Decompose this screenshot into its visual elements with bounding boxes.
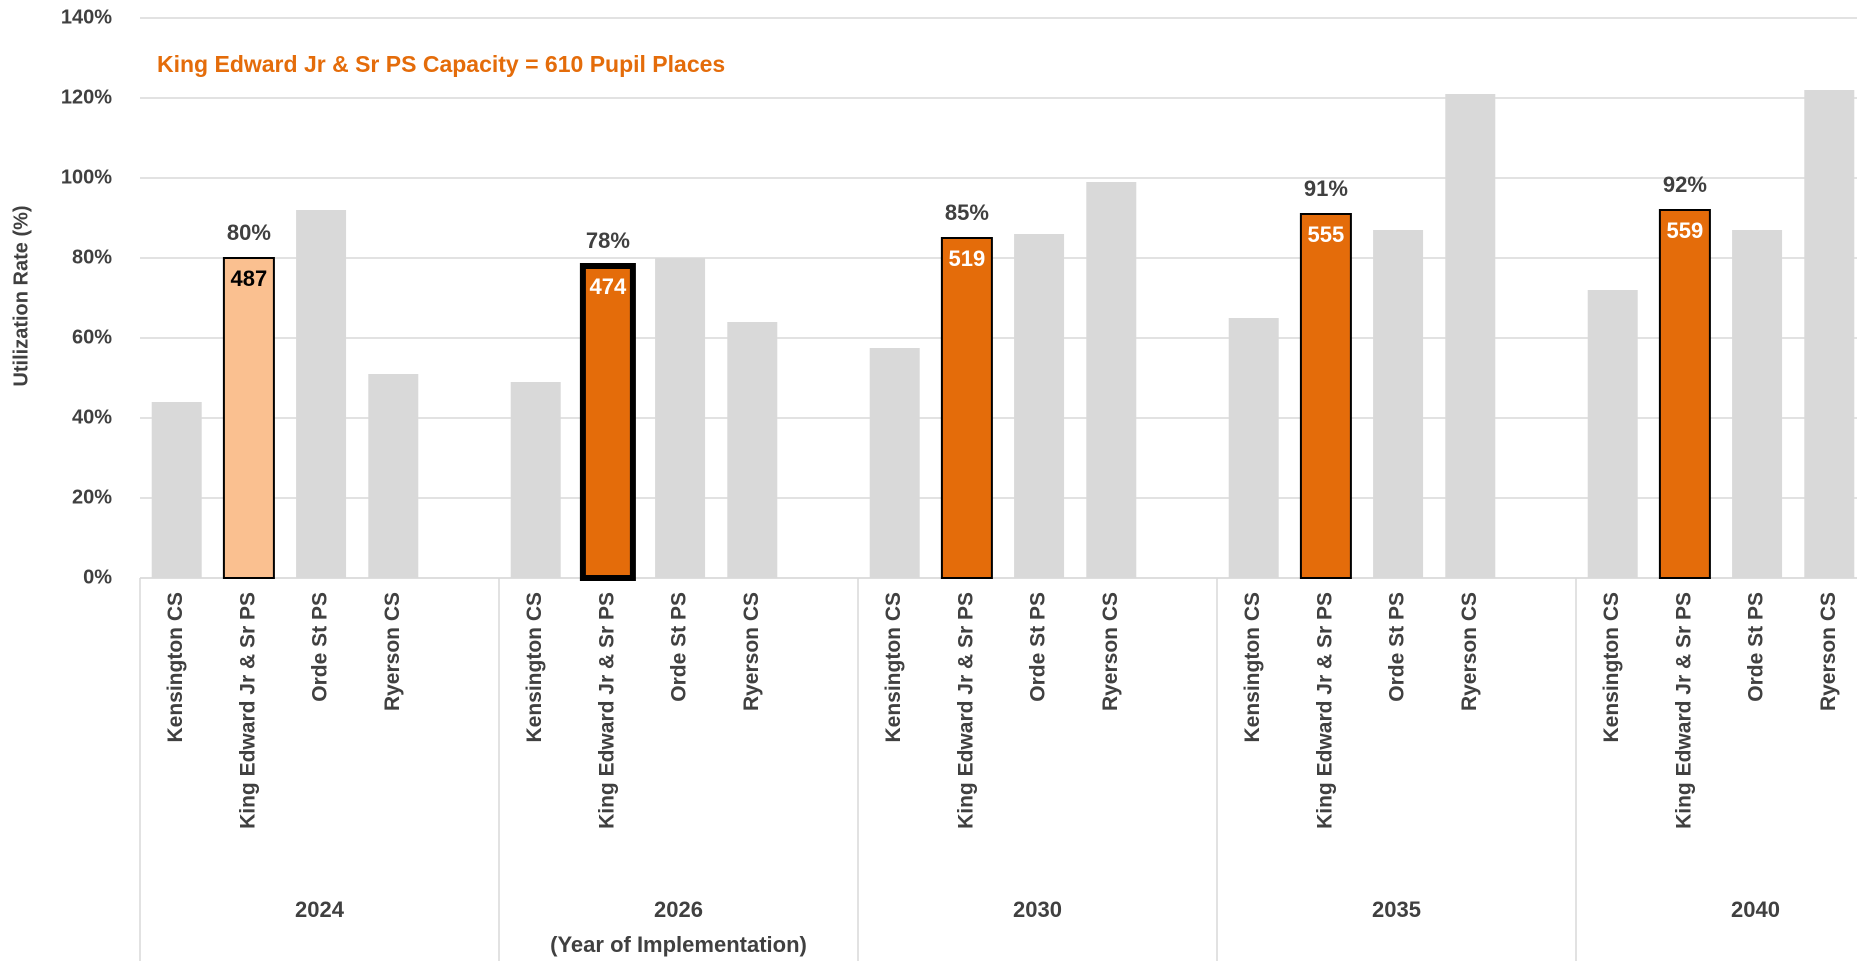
bar bbox=[579, 263, 636, 581]
y-tick-label: 20% bbox=[72, 486, 112, 508]
enrollment-label: 519 bbox=[949, 246, 986, 271]
group-label: 2040 bbox=[1731, 897, 1780, 922]
y-tick-label: 40% bbox=[72, 406, 112, 428]
enrollment-label: 487 bbox=[231, 266, 268, 291]
y-tick-label: 0% bbox=[83, 566, 112, 588]
group-label: 2024 bbox=[295, 897, 345, 922]
x-tick-label: King Edward Jr & Sr PS bbox=[1313, 592, 1336, 829]
y-tick-label: 120% bbox=[61, 86, 112, 108]
bar bbox=[296, 210, 347, 578]
x-tick-label: King Edward Jr & Sr PS bbox=[595, 592, 618, 829]
group-label: 2026 bbox=[654, 897, 703, 922]
x-tick-label: King Edward Jr & Sr PS bbox=[1672, 592, 1695, 829]
x-tick-label: King Edward Jr & Sr PS bbox=[954, 592, 977, 829]
x-tick-label: Ryerson CS bbox=[1458, 592, 1481, 711]
x-tick-label: Ryerson CS bbox=[740, 592, 763, 711]
enrollment-label: 555 bbox=[1308, 222, 1345, 247]
bar bbox=[1299, 213, 1352, 579]
bar bbox=[1086, 182, 1137, 578]
bar bbox=[1732, 230, 1783, 578]
enrollment-label: 474 bbox=[590, 274, 627, 299]
x-tick-label: Orde St PS bbox=[309, 592, 332, 702]
bar bbox=[655, 258, 706, 578]
x-tick-label: Orde St PS bbox=[1027, 592, 1050, 702]
y-axis-title: Utilization Rate (%) bbox=[10, 205, 32, 386]
annotation: King Edward Jr & Sr PS Capacity = 610 Pu… bbox=[157, 51, 725, 77]
bar bbox=[510, 382, 561, 578]
y-tick-label: 60% bbox=[72, 326, 112, 348]
bar bbox=[222, 257, 275, 579]
group-label: 2035 bbox=[1372, 897, 1421, 922]
bar bbox=[151, 402, 202, 578]
bar bbox=[1804, 90, 1855, 578]
x-tick-label: Kensington CS bbox=[164, 592, 187, 743]
x-tick-label: Orde St PS bbox=[1745, 592, 1768, 702]
value-label: 80% bbox=[227, 220, 271, 245]
bar bbox=[1373, 230, 1424, 578]
value-label: 85% bbox=[945, 200, 989, 225]
bar bbox=[368, 374, 419, 578]
bar bbox=[1228, 318, 1279, 578]
x-tick-label: Ryerson CS bbox=[1099, 592, 1122, 711]
x-tick-label: King Edward Jr & Sr PS bbox=[236, 592, 259, 829]
y-tick-label: 140% bbox=[61, 6, 112, 28]
bar bbox=[1014, 234, 1065, 578]
y-tick-label: 80% bbox=[72, 246, 112, 268]
value-label: 78% bbox=[586, 228, 630, 253]
x-tick-label: Kensington CS bbox=[523, 592, 546, 743]
value-label: 91% bbox=[1304, 176, 1348, 201]
x-tick-label: Kensington CS bbox=[1600, 592, 1623, 743]
x-tick-label: Ryerson CS bbox=[381, 592, 404, 711]
group-note: (Year of Implementation) bbox=[550, 932, 807, 957]
bar bbox=[727, 322, 778, 578]
y-tick-label: 100% bbox=[61, 166, 112, 188]
x-tick-label: Orde St PS bbox=[1386, 592, 1409, 702]
x-tick-label: Orde St PS bbox=[668, 592, 691, 702]
x-tick-label: Kensington CS bbox=[1241, 592, 1264, 743]
bar bbox=[1587, 290, 1638, 578]
x-tick-label: Ryerson CS bbox=[1817, 592, 1840, 711]
enrollment-label: 559 bbox=[1667, 218, 1704, 243]
bar bbox=[1658, 209, 1711, 579]
bar bbox=[940, 237, 993, 579]
value-label: 92% bbox=[1663, 172, 1707, 197]
bar bbox=[869, 348, 920, 578]
bar bbox=[1445, 94, 1496, 578]
x-tick-label: Kensington CS bbox=[882, 592, 905, 743]
group-label: 2030 bbox=[1013, 897, 1062, 922]
